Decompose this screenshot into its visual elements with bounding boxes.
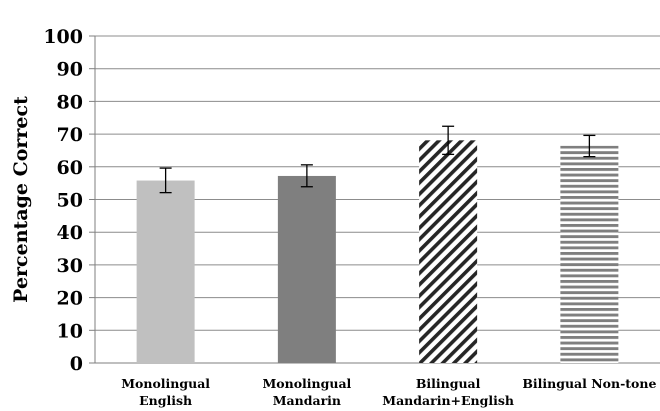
bar — [419, 140, 478, 363]
bar — [136, 180, 195, 363]
x-tick-label: Bilingual Non-tone — [522, 376, 656, 391]
bar — [560, 145, 619, 363]
y-tick-label: 60 — [57, 157, 83, 179]
y-tick-label: 100 — [43, 26, 83, 48]
error-bar — [300, 164, 313, 188]
x-tick-label: Monolingual Mandarin — [262, 376, 351, 408]
y-axis-ticks: 0 10 20 30 40 50 60 70 80 90 100 — [43, 26, 83, 375]
error-bar — [583, 134, 596, 158]
y-tick-label: 50 — [57, 190, 83, 212]
error-bar — [442, 125, 455, 156]
y-tick-label: 30 — [57, 255, 83, 277]
y-tick-label: 80 — [57, 91, 83, 113]
y-tick-label: 20 — [57, 288, 83, 310]
y-tick-label: 90 — [57, 59, 83, 81]
y-axis-title: Percentage Correct — [10, 96, 32, 303]
x-tick-label: Monolingual English — [121, 376, 210, 408]
error-bar — [159, 167, 172, 194]
y-tick-label: 40 — [57, 222, 83, 244]
y-tick-label: 10 — [57, 320, 83, 342]
y-tick-label: 0 — [70, 353, 83, 375]
y-tick-label: 70 — [57, 124, 83, 146]
bar — [277, 175, 336, 363]
error-bars — [159, 125, 596, 194]
x-axis-labels: Monolingual English Monolingual Mandarin Bil… — [121, 376, 656, 408]
x-tick-label: Bilingual Mandarin+English — [382, 376, 514, 408]
bars — [136, 140, 619, 363]
